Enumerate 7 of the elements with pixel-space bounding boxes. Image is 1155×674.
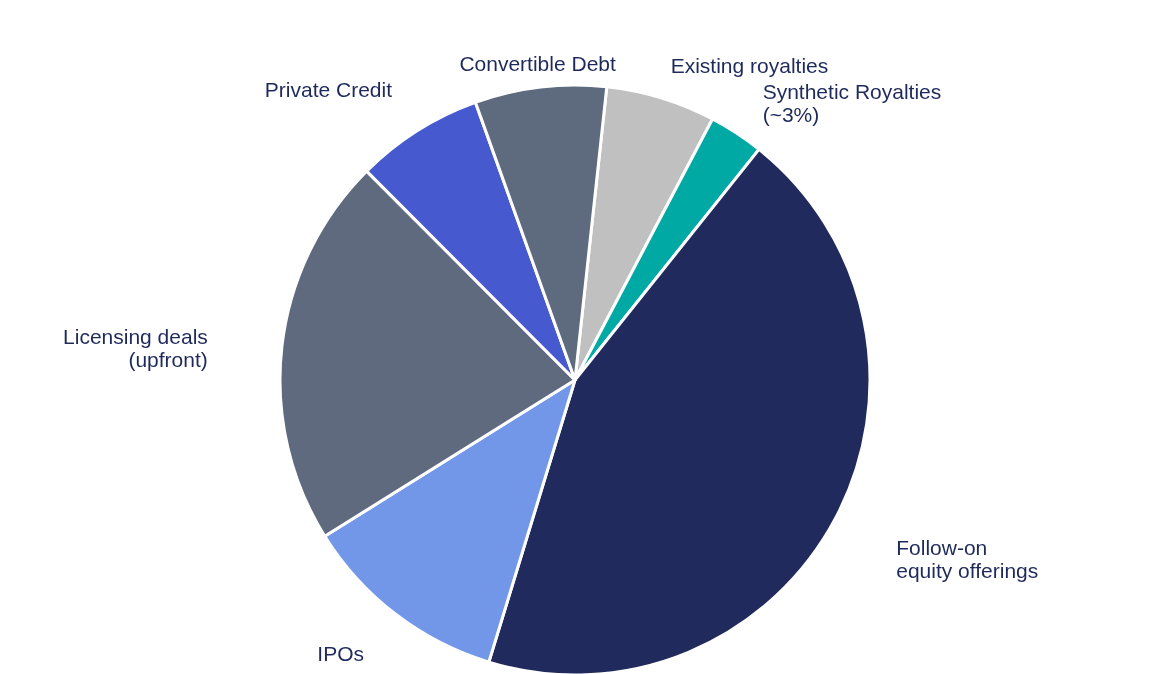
slice-label: Follow-on equity offerings [896, 536, 1039, 583]
slice-label: IPOs [317, 641, 365, 665]
slice-label: Synthetic Royalties (~3%) [762, 80, 942, 127]
slice-label: Convertible Debt [459, 52, 616, 76]
slice-label: Existing royalties [670, 53, 829, 77]
slice-label: Licensing deals (upfront) [63, 324, 208, 371]
slice-label: Private Credit [264, 77, 393, 101]
